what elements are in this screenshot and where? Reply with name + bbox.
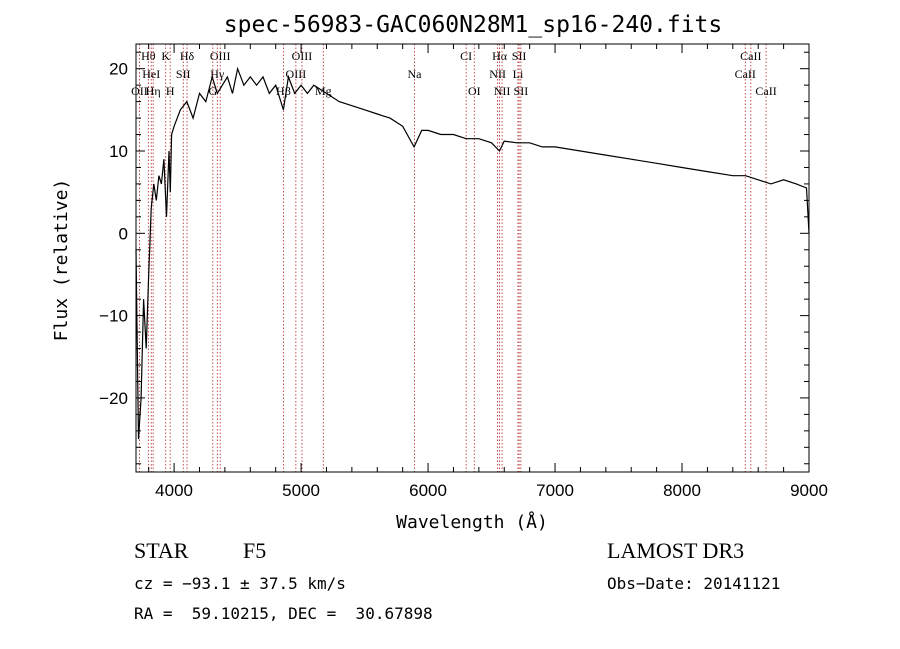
spectral-line-label: HeI <box>142 67 160 81</box>
spectral-line-label: SII <box>176 67 191 81</box>
x-tick-label: 7000 <box>536 481 574 500</box>
spectral-lines-layer: Hθ K Hδ OIII OIII CI Hα SII CaII HeI SII Hγ OIII Na NI… <box>131 44 777 472</box>
spectral-line-label: Hδ <box>180 49 195 63</box>
survey-name: LAMOST DR3 <box>607 538 745 563</box>
plot-frame <box>135 43 810 473</box>
y-axis-label: Flux (relative) <box>51 179 72 342</box>
y-tick-label: 0 <box>119 224 128 243</box>
y-tick-label: −10 <box>99 307 128 326</box>
redshift-velocity: cz = −93.1 ± 37.5 km/s <box>134 574 346 593</box>
spectral-line-label: OII <box>131 84 148 98</box>
spectral-line-label: Hη <box>146 84 161 98</box>
x-tick-label: 4000 <box>155 481 193 500</box>
spectral-line-label: OI <box>468 84 481 98</box>
spectral-line-label: SII <box>512 49 527 63</box>
object-class: STAR <box>134 538 189 563</box>
spectral-line-label: G <box>208 84 217 98</box>
x-axis-label: Wavelength (Å) <box>396 511 548 533</box>
spectral-line-label: Hα <box>492 49 508 63</box>
spectral-line-label: CI <box>460 49 472 63</box>
coordinates: RA = 59.10215, DEC = 30.67898 <box>134 604 433 623</box>
axis-ticks-layer: 4000 5000 6000 7000 8000 9000 −20 −10 0 10 20 <box>99 44 828 500</box>
spectral-line-label: Hβ <box>276 84 291 98</box>
x-tick-label: 9000 <box>790 481 828 500</box>
spectral-line-label: SII <box>514 84 529 98</box>
spectral-line-label: Li <box>513 67 524 81</box>
y-tick-label: 10 <box>109 142 128 161</box>
spectral-line-label: OIII <box>210 49 231 63</box>
x-tick-label: 6000 <box>409 481 447 500</box>
x-tick-label: 5000 <box>282 481 320 500</box>
spectral-line-label: CaII <box>755 84 776 98</box>
spectral-line-label: K <box>161 49 170 63</box>
spectral-line-label: NII <box>489 67 506 81</box>
spectral-line-label: OIII <box>286 67 307 81</box>
spectral-line-label: Hγ <box>210 67 225 81</box>
spectral-line-label: CaII <box>740 49 761 63</box>
y-tick-label: 20 <box>109 60 128 79</box>
observation-date: Obs−Date: 20141121 <box>607 574 781 593</box>
y-tick-label: −20 <box>99 389 128 408</box>
spectral-line-label: CaII <box>735 67 756 81</box>
spectrum-line <box>135 66 810 440</box>
x-tick-label: 8000 <box>663 481 701 500</box>
spectral-line-label: OIII <box>292 49 313 63</box>
object-subclass: F5 <box>243 538 267 563</box>
chart-title: spec-56983-GAC060N28M1_sp16-240.fits <box>224 12 723 38</box>
spectral-line-label: H <box>166 84 175 98</box>
spectral-line-label: Na <box>407 67 422 81</box>
spectral-line-label: Hθ <box>141 49 156 63</box>
spectral-line-label: NII <box>494 84 511 98</box>
